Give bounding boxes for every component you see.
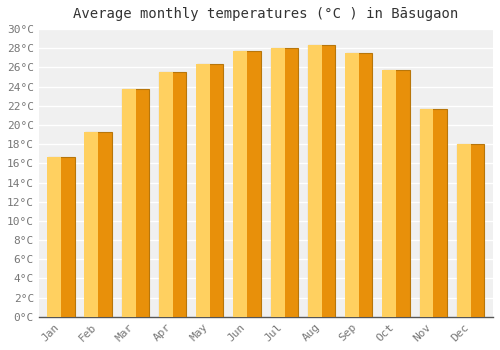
Bar (420, 108, 434, 317)
Bar (345, 53, 359, 317)
Bar (122, 90, 136, 317)
Bar (196, 64, 210, 317)
Bar (457, 144, 470, 317)
Title: Average monthly temperatures (°C ) in Bāsugaon: Average monthly temperatures (°C ) in Bā… (74, 7, 458, 21)
Bar (234, 51, 260, 317)
Bar (270, 48, 284, 317)
Bar (383, 70, 409, 317)
Bar (160, 72, 186, 317)
Bar (420, 108, 447, 317)
Bar (346, 53, 372, 317)
Bar (458, 144, 484, 317)
Bar (308, 46, 322, 317)
Bar (234, 51, 247, 317)
Bar (271, 48, 298, 317)
Bar (48, 156, 74, 317)
Bar (382, 70, 396, 317)
Bar (85, 132, 112, 317)
Bar (47, 156, 61, 317)
Bar (159, 72, 173, 317)
Bar (196, 64, 224, 317)
Bar (122, 90, 149, 317)
Bar (308, 46, 335, 317)
Bar (84, 132, 98, 317)
